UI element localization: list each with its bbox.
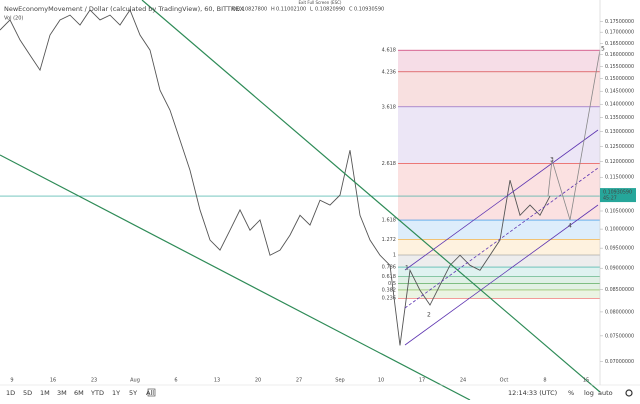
range-button[interactable]: 3M: [57, 389, 67, 397]
trend-line: [0, 154, 471, 401]
y-tick-label: 0.09500000: [605, 246, 634, 252]
x-tick-label: 17: [419, 378, 425, 384]
y-tick-label: 0.10000000: [605, 227, 634, 233]
y-tick-label: 0.11500000: [605, 175, 634, 181]
y-tick-label: 0.12500000: [605, 144, 634, 150]
range-button[interactable]: 5D: [23, 389, 32, 397]
clock: 12:14:33 (UTC): [508, 389, 557, 397]
fib-label: 1: [393, 253, 396, 259]
exit-hint[interactable]: Exit Full Screen (ESC): [299, 0, 342, 5]
y-tick-label: 0.17000000: [605, 30, 634, 36]
y-tick-label: 0.07500000: [605, 333, 634, 339]
y-tick-label: 0.14000000: [605, 102, 634, 108]
trend-line: [141, 0, 601, 393]
y-tick-label: 0.15500000: [605, 64, 634, 70]
fib-band: [398, 163, 600, 221]
y-tick-label: 0.08000000: [605, 309, 634, 315]
fib-band: [398, 239, 600, 255]
scale-option[interactable]: %: [568, 389, 574, 397]
settings-icon[interactable]: [625, 389, 633, 397]
wave-label: 4: [568, 223, 572, 230]
wave-label: 1: [405, 265, 409, 272]
fib-band: [398, 220, 600, 240]
ohlc-key: O: [232, 7, 236, 13]
fib-band: [398, 289, 600, 299]
price-line: [0, 8, 551, 346]
x-tick-label: 6: [174, 378, 177, 384]
range-button[interactable]: 1D: [6, 389, 15, 397]
wave-label: 3: [550, 157, 554, 164]
x-tick-label: 23: [91, 378, 97, 384]
y-tick-label: 0.08500000: [605, 287, 634, 293]
ohlc-key: H: [271, 7, 275, 13]
x-tick-label: Sep: [335, 378, 344, 384]
y-tick-label: 0.16500000: [605, 41, 634, 47]
range-button[interactable]: 5Y: [129, 389, 137, 397]
y-tick-label: 0.12000000: [605, 159, 634, 165]
ohlc-value: 0.10820990: [315, 7, 345, 13]
x-tick-label: 10: [378, 378, 384, 384]
x-tick-label: 20: [255, 378, 261, 384]
fib-label: 0.236: [382, 296, 396, 302]
y-tick-label: 0.07000000: [605, 359, 634, 365]
last-price-tag: [600, 188, 636, 203]
fib-band: [398, 255, 600, 268]
ohlc-key: L: [310, 7, 313, 13]
y-tick-label: 0.13500000: [605, 115, 634, 121]
ohlc-value: 0.10827800: [237, 7, 267, 13]
ohlc-value: 0.10930590: [354, 7, 384, 13]
fib-label: 4.618: [382, 48, 396, 54]
fib-label: 3.618: [382, 104, 396, 110]
ohlc-value: 0.11002100: [276, 7, 306, 13]
range-button[interactable]: 1Y: [112, 389, 120, 397]
range-button[interactable]: YTD: [90, 389, 104, 397]
scale-option[interactable]: auto: [598, 389, 613, 397]
scale-option[interactable]: log: [584, 389, 594, 397]
fib-label: 0.382: [382, 287, 396, 293]
x-tick-label: 27: [296, 378, 302, 384]
y-tick-label: 0.15000000: [605, 76, 634, 82]
x-tick-label: Oct: [500, 378, 509, 384]
x-tick-label: 8: [543, 378, 546, 384]
x-tick-label: 9: [10, 378, 13, 384]
wave-label: 5: [601, 46, 605, 53]
channel-line: [404, 204, 599, 346]
y-tick-label: 0.13000000: [605, 129, 634, 135]
x-tick-label: 13: [214, 378, 220, 384]
x-tick-label: 16: [50, 378, 56, 384]
symbol-title: NewEconomyMovement / Dollar (calculated …: [4, 5, 245, 13]
forecast-path: [547, 49, 601, 221]
y-tick-label: 0.17500000: [605, 19, 634, 25]
wave-label: 2: [427, 312, 431, 319]
countdown: 45:27: [603, 196, 617, 202]
range-button[interactable]: All: [146, 389, 154, 397]
fib-band: [398, 283, 600, 290]
x-tick-label: 15: [583, 378, 589, 384]
range-button[interactable]: 1M: [40, 389, 50, 397]
fib-band: [398, 106, 600, 164]
fib-band: [398, 267, 600, 277]
range-button[interactable]: 6M: [74, 389, 84, 397]
y-tick-label: 0.14500000: [605, 89, 634, 95]
x-tick-label: 24: [460, 378, 466, 384]
fib-band: [398, 50, 600, 72]
calendar-icon[interactable]: [147, 388, 156, 397]
fib-band: [398, 276, 600, 284]
fib-band: [398, 71, 600, 107]
y-tick-label: 0.10500000: [605, 208, 634, 214]
y-tick-label: 0.16000000: [605, 52, 634, 58]
ohlc-key: C: [349, 7, 353, 13]
fib-label: 1.272: [382, 237, 396, 243]
fib-label: 0.618: [382, 274, 396, 280]
fib-label: 0.786: [382, 265, 396, 271]
fib-label: 4.236: [382, 69, 396, 75]
fib-label: 1.618: [382, 218, 396, 224]
last-price-label: 0.10930590: [603, 190, 632, 196]
fib-label: 2.618: [382, 161, 396, 167]
volume-label: Vol (20): [4, 16, 23, 22]
x-tick-label: Aug: [130, 378, 140, 384]
y-tick-label: 0.09000000: [605, 266, 634, 272]
channel-line: [404, 129, 599, 271]
